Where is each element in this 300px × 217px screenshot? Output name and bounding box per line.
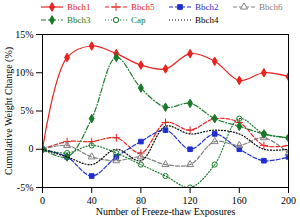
svg-text:40: 40: [87, 195, 97, 206]
html-text:Bbch1: Bbch1: [67, 2, 91, 12]
html-text:Bbch4: Bbch4: [195, 14, 219, 25]
svg-text:5%: 5%: [20, 105, 33, 116]
html-text:Cap: Cap: [131, 14, 146, 25]
svg-text:0: 0: [29, 143, 34, 154]
html-text:Bbch5: Bbch5: [131, 2, 155, 12]
html-text:Bbch6: Bbch6: [259, 2, 283, 12]
html-text:Bbch3: Bbch3: [67, 14, 91, 25]
html-text:Bbch2: Bbch2: [195, 2, 219, 12]
svg-text:0: 0: [40, 195, 45, 206]
svg-text:15%: 15%: [15, 29, 33, 40]
svg-text:200: 200: [281, 195, 296, 206]
svg-text:160: 160: [232, 195, 247, 206]
svg-text:10%: 10%: [15, 67, 33, 78]
svg-text:Cumulative Weight Change (%): Cumulative Weight Change (%): [3, 47, 15, 175]
svg-text:Number of Freeze-thaw Exposure: Number of Freeze-thaw Exposures: [96, 206, 236, 217]
svg-text:80: 80: [136, 195, 146, 206]
svg-text:120: 120: [183, 195, 198, 206]
svg-text:-5%: -5%: [17, 182, 34, 193]
